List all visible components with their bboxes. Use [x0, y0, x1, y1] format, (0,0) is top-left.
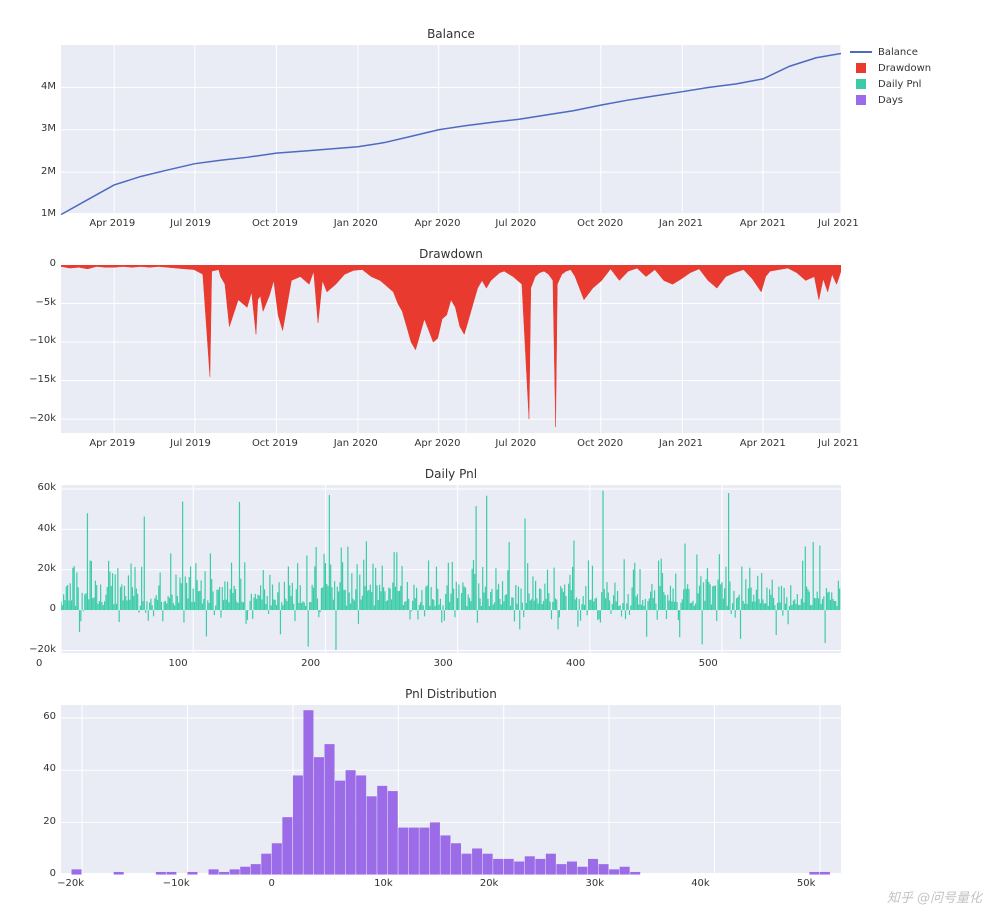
legend-item: Balance [850, 44, 931, 60]
xtick-label: 0 [268, 878, 274, 889]
ytick-label: 3M [41, 123, 56, 134]
daily-pnl-chart: Daily Pnl [60, 484, 842, 654]
xtick-label: Apr 2021 [740, 438, 786, 449]
watermark: 知乎 @问号量化 [887, 887, 982, 906]
ytick-label: 1M [41, 208, 56, 219]
ytick-label: −5k [35, 297, 56, 308]
xtick-label: Jul 2019 [170, 218, 211, 229]
ytick-label: 20 [43, 816, 56, 827]
figure: Balance Drawdown Daily Pnl Days Balance 1M 2… [0, 0, 992, 912]
xtick-label: Oct 2020 [577, 218, 623, 229]
legend-label: Drawdown [878, 63, 931, 74]
ytick-label: −20k [29, 644, 56, 655]
xtick-label: Jan 2021 [659, 438, 703, 449]
pnl-dist-svg [61, 705, 841, 875]
ytick-label: 4M [41, 81, 56, 92]
xtick-label: Oct 2020 [577, 438, 623, 449]
balance-svg [61, 45, 841, 215]
xtick-label: Apr 2021 [740, 218, 786, 229]
xtick-label: Jul 2020 [495, 218, 536, 229]
xtick-label: 200 [301, 658, 320, 669]
xtick-label: 300 [434, 658, 453, 669]
daily-pnl-swatch [850, 79, 872, 89]
xtick-label: Apr 2019 [89, 218, 135, 229]
ytick-label: 40 [43, 763, 56, 774]
xtick-label: 20k [480, 878, 499, 889]
ytick-label: −20k [29, 413, 56, 424]
legend-item: Drawdown [850, 60, 931, 76]
legend-item: Daily Pnl [850, 76, 931, 92]
drawdown-title: Drawdown [61, 247, 841, 261]
xtick-label: 100 [169, 658, 188, 669]
daily-pnl-title: Daily Pnl [61, 467, 841, 481]
xtick-label: Apr 2020 [415, 218, 461, 229]
balance-chart: Balance [60, 44, 842, 214]
xtick-label: Jan 2020 [334, 218, 378, 229]
ytick-label: 0 [50, 258, 56, 269]
xtick-label: Jul 2021 [818, 218, 859, 229]
pnl-dist-title: Pnl Distribution [61, 687, 841, 701]
xtick-label: 10k [374, 878, 393, 889]
xtick-label: 50k [797, 878, 816, 889]
legend: Balance Drawdown Daily Pnl Days [850, 44, 931, 108]
daily-pnl-svg [61, 485, 841, 655]
ytick-label: 60k [37, 482, 56, 493]
ytick-label: 40k [37, 523, 56, 534]
legend-label: Daily Pnl [878, 79, 921, 90]
balance-title: Balance [61, 27, 841, 41]
xtick-label: Jan 2020 [334, 438, 378, 449]
drawdown-chart: Drawdown [60, 264, 842, 434]
xtick-label: Oct 2019 [252, 218, 298, 229]
drawdown-swatch [850, 63, 872, 73]
ytick-label: 2M [41, 166, 56, 177]
ytick-label: 0 [50, 603, 56, 614]
xtick-label: −20k [57, 878, 84, 889]
ytick-label: −15k [29, 374, 56, 385]
legend-label: Days [878, 95, 903, 106]
legend-item: Days [850, 92, 931, 108]
balance-swatch [850, 47, 872, 57]
ytick-label: 20k [37, 563, 56, 574]
ytick-label: 60 [43, 711, 56, 722]
xtick-label: −10k [163, 878, 190, 889]
xtick-label: Oct 2019 [252, 438, 298, 449]
drawdown-svg [61, 265, 841, 435]
ytick-label: −10k [29, 335, 56, 346]
xtick-label: 40k [691, 878, 710, 889]
xtick-label: Apr 2019 [89, 438, 135, 449]
xtick-label: Jul 2020 [495, 438, 536, 449]
xtick-label: Jul 2021 [818, 438, 859, 449]
ytick-label: 0 [50, 868, 56, 879]
xtick-label: 500 [699, 658, 718, 669]
xtick-label: 0 [36, 658, 42, 669]
xtick-label: 400 [566, 658, 585, 669]
xtick-label: Jul 2019 [170, 438, 211, 449]
days-swatch [850, 95, 872, 105]
xtick-label: Jan 2021 [659, 218, 703, 229]
xtick-label: Apr 2020 [415, 438, 461, 449]
legend-label: Balance [878, 47, 918, 58]
pnl-dist-chart: Pnl Distribution [60, 704, 842, 874]
xtick-label: 30k [586, 878, 605, 889]
